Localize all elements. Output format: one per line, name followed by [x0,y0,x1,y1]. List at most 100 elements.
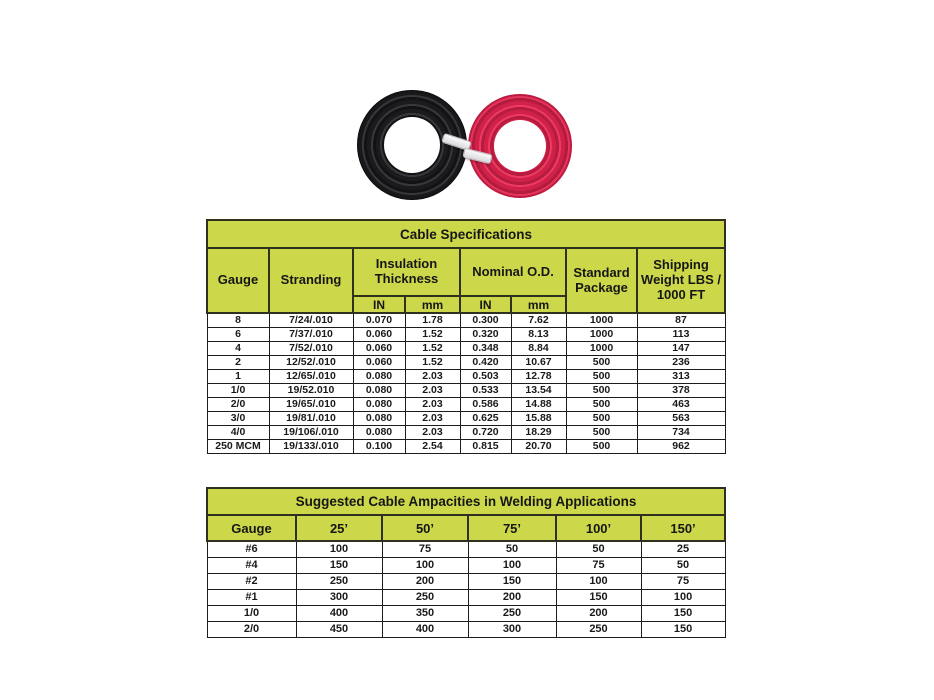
table-cell: 236 [636,355,726,370]
table-cell: #2 [206,573,297,590]
col-header-shipping-weight: Shipping Weight LBS / 1000 FT [635,247,727,314]
table-cell: 50 [467,540,557,558]
table-cell: 300 [295,589,383,606]
col-header-insulation-thickness: Insulation Thickness [352,247,461,297]
col-header-gauge: Gauge [206,514,297,542]
table-cell: 8.13 [510,327,567,342]
col-header-standard-package: Standard Package [565,247,638,314]
col-header-100ft: 100’ [555,514,642,542]
table-cell: 87 [636,312,726,328]
table-row: 2 12/52/.010 0.060 1.52 0.420 10.67 500 236 [206,355,726,370]
table-cell: 147 [636,341,726,356]
table-cell: 734 [636,425,726,440]
table-cell: 1/0 [206,605,297,622]
table-cell: 19/106/.010 [268,425,354,440]
table-cell: 4/0 [206,425,270,440]
table-row: 4 7/52/.010 0.060 1.52 0.348 8.84 1000 147 [206,341,726,356]
table-cell: 300 [467,621,557,638]
table-cell: 3/0 [206,411,270,426]
table-cell: 0.720 [459,425,512,440]
table-cell: 0.060 [352,327,406,342]
table-cell: 2.54 [404,439,461,454]
table-cell: 0.586 [459,397,512,412]
col-header-75ft: 75’ [467,514,557,542]
red-cable-coil [468,94,572,198]
table-cell: 0.080 [352,369,406,384]
table-cell: 8 [206,312,270,328]
table-cell: 0.080 [352,383,406,398]
table-cell: 1 [206,369,270,384]
table-cell: 0.080 [352,411,406,426]
table-cell: 2.03 [404,425,461,440]
table-cell: 150 [467,573,557,590]
table-cell: 75 [555,557,642,574]
table-cell: 1000 [565,341,638,356]
cable-specifications-table: Cable Specifications Gauge Stranding Ins… [205,219,727,454]
table-cell: 200 [467,589,557,606]
table-cell: 50 [640,557,726,574]
table-cell: 2.03 [404,397,461,412]
table-cell: 100 [295,540,383,558]
table-cell: 0.625 [459,411,512,426]
table-cell: 2.03 [404,411,461,426]
table-cell: 2.03 [404,383,461,398]
table-cell: 1000 [565,312,638,328]
subheader-insulation-mm: mm [404,295,461,314]
table-cell: 500 [565,425,638,440]
table-row: #2 250 200 150 100 75 [206,573,726,590]
table-cell: 14.88 [510,397,567,412]
table-cell: 1.52 [404,341,461,356]
table-cell: 75 [381,540,469,558]
subheader-nominal-mm: mm [510,295,567,314]
table-row: #4 150 100 100 75 50 [206,557,726,574]
table-cell: 250 [381,589,469,606]
table-cell: 1.78 [404,312,461,328]
table-cell: #6 [206,540,297,558]
col-header-150ft: 150’ [639,514,727,542]
table-cell: 250 [295,573,383,590]
table-cell: 0.060 [352,355,406,370]
table-cell: 7/24/.010 [268,312,354,328]
table-cell: 7.62 [510,312,567,328]
col-header-stranding: Stranding [268,247,354,314]
table-cell: 400 [295,605,383,622]
table-cell: 463 [636,397,726,412]
table-cell: #4 [206,557,297,574]
table-cell: #1 [206,589,297,606]
table-cell: 19/133/.010 [268,439,354,454]
table-cell: 2/0 [206,397,270,412]
col-header-gauge: Gauge [206,247,270,314]
col-header-nominal-od: Nominal O.D. [459,247,567,297]
table-row: 2/0 450 400 300 250 150 [206,621,726,638]
table-cell: 12/65/.010 [268,369,354,384]
table-cell: 500 [565,383,638,398]
table-cell: 962 [636,439,726,454]
table-cell: 0.815 [459,439,512,454]
table-cell: 500 [565,369,638,384]
table-cell: 7/52/.010 [268,341,354,356]
ampacity-table: Suggested Cable Ampacities in Welding Ap… [205,487,727,638]
table-cell: 0.300 [459,312,512,328]
table-cell: 19/65/.010 [268,397,354,412]
table-cell: 0.503 [459,369,512,384]
table-row: 2/0 19/65/.010 0.080 2.03 0.586 14.88 500 463 [206,397,726,412]
table-cell: 2.03 [404,369,461,384]
table-cell: 378 [636,383,726,398]
spec-table-title: Cable Specifications [205,219,727,249]
table-row: 1 12/65/.010 0.080 2.03 0.503 12.78 500 313 [206,369,726,384]
table-cell: 250 MCM [206,439,270,454]
ampacity-table-title: Suggested Cable Ampacities in Welding Ap… [205,487,727,516]
table-cell: 2/0 [206,621,297,638]
table-cell: 75 [640,573,726,590]
table-cell: 12/52/.010 [268,355,354,370]
table-cell: 500 [565,355,638,370]
table-row: #6 100 75 50 50 25 [206,540,726,558]
table-cell: 200 [555,605,642,622]
col-header-50ft: 50’ [381,514,469,542]
table-cell: 0.060 [352,341,406,356]
table-cell: 200 [381,573,469,590]
subheader-nominal-in: IN [459,295,512,314]
table-cell: 7/37/.010 [268,327,354,342]
table-cell: 10.67 [510,355,567,370]
table-cell: 2 [206,355,270,370]
